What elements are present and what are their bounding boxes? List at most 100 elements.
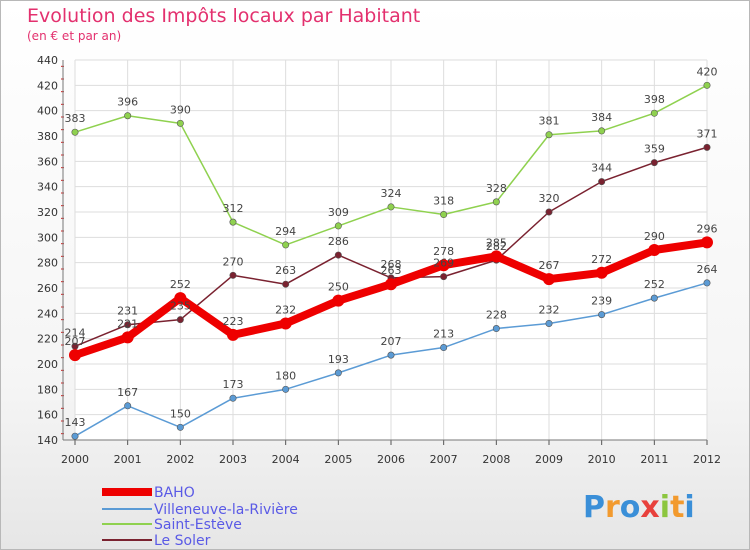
y-tick-label: 260 <box>37 282 58 295</box>
data-point <box>332 294 345 307</box>
data-label: 167 <box>117 386 138 399</box>
data-label: 263 <box>275 264 296 277</box>
data-point <box>703 81 711 89</box>
data-label: 269 <box>433 257 454 270</box>
data-point <box>387 203 395 211</box>
data-label: 270 <box>223 255 244 268</box>
x-tick-label: 2012 <box>693 453 721 466</box>
series-saint-est-ve <box>71 81 711 249</box>
y-tick-label: 160 <box>37 409 58 422</box>
data-point <box>703 279 711 287</box>
data-point <box>650 109 658 117</box>
legend-label: Villeneuve-la-Rivière <box>154 502 298 518</box>
data-label: 250 <box>328 281 349 294</box>
data-label: 268 <box>381 258 402 271</box>
data-label: 143 <box>65 416 86 429</box>
data-label: 381 <box>539 115 560 128</box>
data-label: 324 <box>381 187 402 200</box>
data-point <box>282 385 290 393</box>
data-point <box>282 280 290 288</box>
data-label: 328 <box>486 182 507 195</box>
y-tick-label: 360 <box>37 155 58 168</box>
data-label: 221 <box>117 317 138 330</box>
data-label: 223 <box>223 315 244 328</box>
data-label: 228 <box>486 309 507 322</box>
data-point <box>387 351 395 359</box>
data-label: 207 <box>381 335 402 348</box>
y-tick-label: 140 <box>37 434 58 447</box>
data-label: 263 <box>381 264 402 277</box>
x-tick-label: 2006 <box>377 453 405 466</box>
data-label: 286 <box>328 235 349 248</box>
data-label: 309 <box>328 206 349 219</box>
x-tick-label: 2003 <box>219 453 247 466</box>
chart-subtitle: (en € et par an) <box>27 29 122 43</box>
y-tick-label: 400 <box>37 105 58 118</box>
data-point <box>490 250 503 263</box>
series-villeneuve-la-rivi-re <box>71 279 711 440</box>
proxiti-logo: Proxiti <box>583 490 695 525</box>
data-point <box>121 331 134 344</box>
data-label: 193 <box>328 353 349 366</box>
y-tick-label: 440 <box>37 54 58 67</box>
data-label: 252 <box>644 278 665 291</box>
data-label: 231 <box>117 305 138 318</box>
data-label: 359 <box>644 143 665 156</box>
data-point <box>492 325 500 333</box>
data-label: 420 <box>697 65 718 78</box>
data-point <box>492 198 500 206</box>
data-point <box>124 112 132 120</box>
data-point <box>71 432 79 440</box>
data-point <box>71 128 79 136</box>
data-point <box>598 178 606 186</box>
data-point <box>598 127 606 135</box>
series-baho <box>69 236 713 362</box>
data-point <box>334 369 342 377</box>
x-tick-label: 2010 <box>588 453 616 466</box>
data-label: 239 <box>591 295 612 308</box>
data-point <box>229 394 237 402</box>
y-tick-label: 320 <box>37 206 58 219</box>
data-point <box>703 143 711 151</box>
data-label: 398 <box>644 93 665 106</box>
y-tick-label: 200 <box>37 358 58 371</box>
data-point <box>124 402 132 410</box>
data-point <box>229 271 237 279</box>
x-tick-label: 2002 <box>166 453 194 466</box>
data-label: 371 <box>697 127 718 140</box>
legend-label: Saint-Estève <box>154 517 242 533</box>
data-label: 264 <box>697 263 718 276</box>
data-label: 320 <box>539 192 560 205</box>
data-point <box>701 236 713 249</box>
chart-title: Evolution des Impôts locaux par Habitant <box>27 5 421 27</box>
y-tick-label: 180 <box>37 383 58 396</box>
data-label: 383 <box>65 112 86 125</box>
data-label: 180 <box>275 369 296 382</box>
data-point <box>648 244 661 256</box>
data-label: 344 <box>591 162 612 175</box>
data-point <box>650 159 658 167</box>
data-label: 213 <box>433 328 454 341</box>
data-point <box>543 273 555 286</box>
y-tick-label: 340 <box>37 181 58 194</box>
data-point <box>385 278 397 291</box>
x-tick-label: 2001 <box>114 453 142 466</box>
y-tick-label: 280 <box>37 257 58 270</box>
data-point <box>176 119 184 127</box>
data-point <box>282 241 290 249</box>
data-point <box>440 344 448 352</box>
data-label: 285 <box>486 236 507 249</box>
data-label: 214 <box>65 326 86 339</box>
data-point <box>124 321 132 329</box>
x-tick-label: 2009 <box>535 453 563 466</box>
data-point <box>440 211 448 219</box>
data-point <box>69 349 81 362</box>
data-label: 384 <box>591 111 612 124</box>
data-label: 390 <box>170 103 191 116</box>
data-point <box>334 251 342 259</box>
data-label: 396 <box>117 96 138 109</box>
data-label: 173 <box>223 378 244 391</box>
x-tick-label: 2011 <box>640 453 668 466</box>
y-tick-label: 220 <box>37 333 58 346</box>
data-point <box>545 131 553 139</box>
